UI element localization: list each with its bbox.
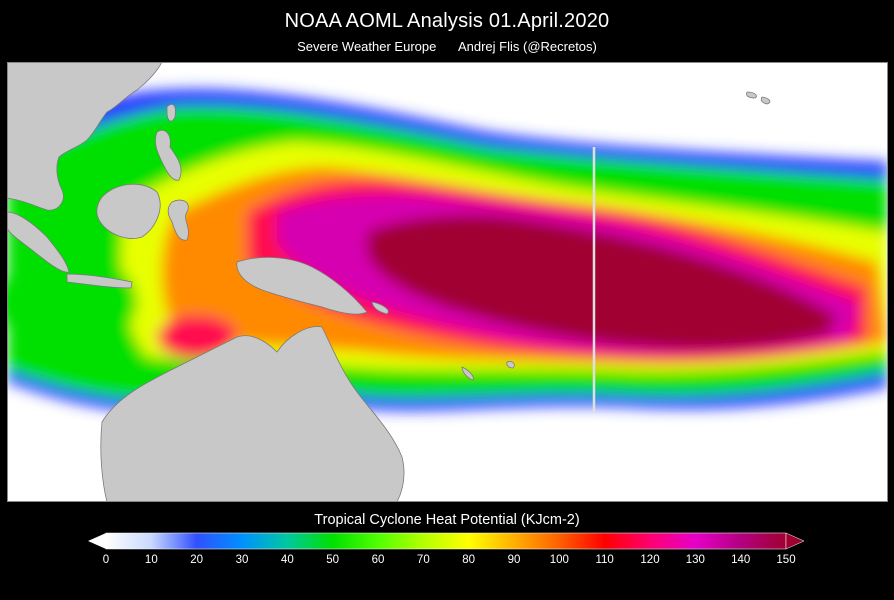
colorbar-tick-label: 20 bbox=[190, 554, 204, 566]
sumatra bbox=[7, 211, 70, 273]
page-title: NOAA AOML Analysis 01.April.2020 bbox=[284, 10, 610, 32]
philippines bbox=[154, 130, 182, 181]
colorbar-tick-label: 0 bbox=[102, 554, 110, 566]
sulawesi bbox=[167, 199, 189, 241]
colorbar-tick-label: 10 bbox=[144, 554, 158, 566]
colorbar-tick-label: 60 bbox=[371, 554, 385, 566]
australia bbox=[100, 326, 405, 502]
fiji bbox=[506, 361, 515, 369]
heat-band-extreme bbox=[367, 215, 837, 350]
colorbar-gradient bbox=[105, 532, 787, 550]
subtitle: Severe Weather Europe Andrej Flis (@Recr… bbox=[0, 39, 894, 54]
java bbox=[66, 273, 133, 289]
new-guinea bbox=[236, 257, 368, 315]
colorbar-tick-label: 130 bbox=[685, 554, 705, 566]
colorbar-min-arrow bbox=[88, 533, 106, 549]
source-label: Severe Weather Europe bbox=[297, 39, 437, 54]
colorbar-tick-label: 140 bbox=[731, 554, 751, 566]
map-frame bbox=[7, 62, 888, 502]
borneo bbox=[96, 183, 161, 239]
colorbar-tick-label: 50 bbox=[326, 554, 340, 566]
hawaii bbox=[746, 91, 757, 99]
new-caledonia bbox=[461, 366, 474, 381]
taiwan bbox=[166, 104, 176, 122]
heat-field bbox=[7, 89, 888, 412]
land-masses bbox=[7, 62, 771, 502]
colorbar-tick-label: 120 bbox=[640, 554, 660, 566]
colorbar-tick-label: 90 bbox=[507, 554, 521, 566]
colorbar-tick-label: 110 bbox=[595, 554, 614, 566]
colorbar-tick-label: 150 bbox=[776, 554, 796, 566]
hawaii-islands bbox=[760, 96, 771, 105]
colorbar-max-arrow bbox=[785, 532, 804, 550]
colorbar-tick-label: 70 bbox=[416, 554, 430, 566]
author-label: Andrej Flis (@Recretos) bbox=[457, 39, 597, 54]
asia-mainland bbox=[7, 62, 163, 211]
colorbar-title: Tropical Cyclone Heat Potential (KJcm-2) bbox=[314, 512, 580, 528]
solomon-islands bbox=[371, 301, 389, 315]
colorbar-tick-label: 30 bbox=[235, 554, 249, 566]
colorbar bbox=[88, 532, 804, 550]
colorbar-tick-label: 40 bbox=[280, 554, 294, 566]
heat-potential-map[interactable] bbox=[7, 62, 888, 502]
colorbar-tick-label: 100 bbox=[549, 554, 569, 566]
colorbar-tick-label: 80 bbox=[462, 554, 476, 566]
map-svg bbox=[7, 62, 888, 502]
